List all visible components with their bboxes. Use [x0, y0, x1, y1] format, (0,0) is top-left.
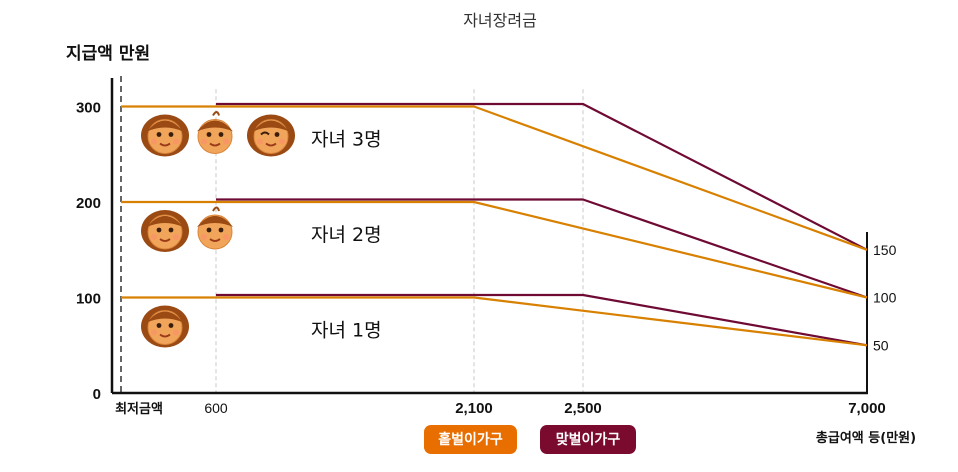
girl-face-icon [141, 114, 189, 157]
x-tick-label: 2,100 [455, 400, 493, 417]
child-count-label: 자녀 1명 [311, 320, 382, 342]
legend-dual: 맞벌이가구 [540, 425, 636, 454]
right-tick-label: 50 [873, 337, 889, 353]
y-axis-label: 지급액 만원 [66, 44, 150, 64]
dual-series-line [216, 293, 868, 347]
cheek [173, 329, 179, 336]
legend-label: 홑벌이가구 [438, 431, 503, 448]
tick-labels: 0 100 200 300 50 100 150 최저금액 600 2,100 2,500 7,000 [76, 100, 897, 418]
cheek [223, 234, 229, 240]
cheek [151, 234, 157, 240]
hair-tuft [212, 111, 220, 117]
series-lines [121, 102, 868, 347]
single-series-line [121, 105, 868, 251]
x-tick-label: 600 [204, 400, 228, 416]
eye [168, 132, 174, 137]
winking-eye [260, 131, 270, 136]
cheek [279, 138, 285, 145]
legend-swatch [424, 425, 517, 454]
legend-swatch [540, 425, 636, 454]
winking-girl-face-icon [247, 114, 295, 157]
x-tick-label: 2,500 [564, 400, 602, 417]
child-icons [141, 111, 295, 348]
bangs-shape [147, 120, 183, 132]
x-tick-label: 7,000 [848, 400, 886, 417]
mouth [159, 238, 171, 242]
bangs-shape [147, 216, 183, 227]
eye [206, 227, 212, 233]
eye [206, 132, 212, 137]
chart-title: 자녀장려금 [463, 11, 537, 30]
eye [218, 132, 224, 137]
axes [110, 76, 868, 395]
cheek [257, 138, 263, 145]
girl-face-icon [141, 210, 189, 252]
x-axis-label: 총급여액 등(만원) [816, 430, 916, 446]
y-tick-label: 200 [76, 195, 101, 212]
dual-series-line [216, 198, 868, 299]
child-count-label: 자녀 2명 [311, 224, 382, 246]
mouth [159, 333, 171, 338]
right-tick-label: 100 [873, 290, 897, 306]
eye [156, 227, 162, 233]
y-tick-label: 300 [76, 100, 101, 117]
cheek [151, 329, 157, 336]
bangs-shape [197, 216, 233, 227]
dual-series-line [216, 102, 868, 251]
eye [156, 323, 162, 328]
child-count-labels: 자녀 1명 자녀 2명 자녀 3명 [311, 129, 382, 342]
cheek [173, 138, 179, 145]
mouth [265, 142, 277, 147]
hair-tuft [212, 206, 220, 212]
single-series-line [121, 296, 868, 347]
boy-face-icon [197, 206, 233, 250]
eye [156, 132, 162, 137]
child-count-label: 자녀 3명 [311, 129, 382, 151]
cheek [151, 138, 157, 145]
bangs-shape [253, 120, 289, 132]
mouth [209, 142, 221, 147]
girl-face-icon [141, 305, 189, 348]
right-tick-label: 150 [873, 242, 897, 258]
bangs-shape [147, 311, 183, 323]
eye [168, 227, 174, 233]
eye [274, 132, 280, 137]
cheek [201, 138, 207, 145]
y-tick-label: 100 [76, 291, 101, 308]
eye [168, 323, 174, 328]
cheek [201, 234, 207, 240]
mouth [159, 142, 171, 147]
mouth [209, 238, 221, 242]
cheek [223, 138, 229, 145]
legend-label: 맞벌이가구 [556, 431, 621, 448]
x-tick-label-minimum: 최저금액 [115, 402, 163, 417]
y-tick-label: 0 [93, 386, 101, 403]
cheek [173, 234, 179, 240]
bangs-shape [197, 120, 233, 132]
boy-face-icon [197, 111, 233, 154]
legend-single: 홑벌이가구 [424, 425, 517, 454]
eye [218, 227, 224, 233]
legend: 홑벌이가구 맞벌이가구 [424, 425, 636, 454]
single-series-line [121, 200, 868, 299]
